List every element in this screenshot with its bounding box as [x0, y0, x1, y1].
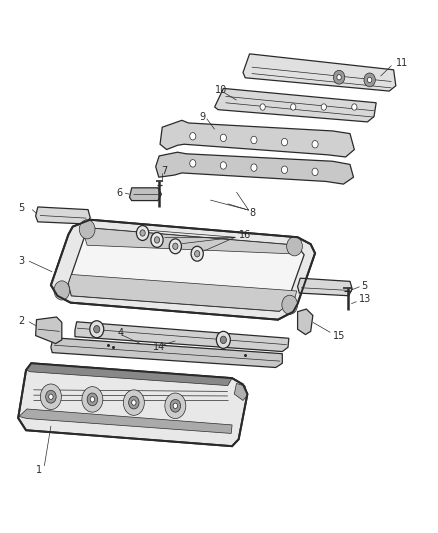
Circle shape — [287, 237, 302, 256]
Text: 11: 11 — [396, 59, 408, 68]
Circle shape — [282, 295, 297, 314]
Circle shape — [54, 281, 70, 300]
Circle shape — [173, 243, 178, 249]
Circle shape — [282, 139, 288, 146]
Circle shape — [220, 162, 226, 169]
Circle shape — [367, 77, 372, 83]
Polygon shape — [234, 383, 247, 400]
Circle shape — [90, 397, 95, 402]
Circle shape — [49, 394, 53, 399]
Circle shape — [170, 399, 180, 412]
Text: 14: 14 — [152, 342, 165, 352]
Polygon shape — [68, 228, 304, 311]
Circle shape — [169, 239, 181, 254]
Circle shape — [190, 160, 196, 167]
Circle shape — [282, 166, 288, 173]
Circle shape — [46, 390, 56, 403]
Text: 9: 9 — [199, 111, 205, 122]
Text: 1: 1 — [35, 465, 42, 474]
Circle shape — [216, 332, 230, 349]
Polygon shape — [85, 228, 297, 254]
Circle shape — [137, 225, 149, 240]
Circle shape — [87, 393, 98, 406]
Text: 13: 13 — [359, 294, 371, 304]
Circle shape — [312, 168, 318, 175]
Circle shape — [165, 393, 186, 418]
Circle shape — [79, 220, 95, 239]
Polygon shape — [215, 88, 376, 122]
Circle shape — [129, 396, 139, 409]
Polygon shape — [18, 364, 247, 446]
Text: 15: 15 — [333, 330, 346, 341]
Circle shape — [251, 164, 257, 171]
Circle shape — [190, 133, 196, 140]
Text: 8: 8 — [250, 208, 256, 219]
Text: 5: 5 — [18, 203, 25, 213]
Circle shape — [352, 104, 357, 110]
Circle shape — [154, 237, 159, 243]
Text: 6: 6 — [117, 188, 123, 198]
Text: 4: 4 — [118, 328, 124, 338]
Text: 16: 16 — [239, 230, 251, 240]
Polygon shape — [68, 274, 297, 311]
Circle shape — [82, 386, 103, 412]
Polygon shape — [26, 364, 232, 385]
Circle shape — [364, 73, 375, 87]
Polygon shape — [155, 152, 353, 184]
Circle shape — [194, 251, 200, 257]
Text: 3: 3 — [18, 256, 24, 266]
Text: 2: 2 — [18, 316, 25, 326]
Circle shape — [124, 390, 145, 415]
Circle shape — [151, 232, 163, 247]
Circle shape — [290, 104, 296, 110]
Text: 5: 5 — [361, 281, 367, 290]
Polygon shape — [35, 207, 90, 224]
Polygon shape — [243, 54, 396, 91]
Polygon shape — [51, 220, 315, 320]
Circle shape — [140, 230, 145, 236]
Polygon shape — [19, 409, 232, 433]
Text: 10: 10 — [215, 85, 227, 95]
Circle shape — [337, 75, 341, 80]
Circle shape — [220, 336, 226, 344]
Circle shape — [90, 321, 104, 338]
Circle shape — [40, 384, 61, 409]
Polygon shape — [160, 120, 354, 157]
Circle shape — [220, 134, 226, 142]
Circle shape — [94, 326, 100, 333]
Circle shape — [191, 246, 203, 261]
Circle shape — [333, 70, 345, 84]
Circle shape — [251, 136, 257, 144]
Polygon shape — [130, 188, 161, 200]
Circle shape — [132, 400, 136, 405]
Polygon shape — [35, 317, 62, 344]
Polygon shape — [297, 278, 352, 296]
Polygon shape — [75, 322, 289, 352]
Circle shape — [321, 104, 326, 110]
Circle shape — [260, 104, 265, 110]
Polygon shape — [297, 309, 313, 335]
Polygon shape — [51, 338, 283, 368]
Circle shape — [173, 403, 177, 408]
Circle shape — [312, 141, 318, 148]
Text: 7: 7 — [161, 166, 168, 176]
